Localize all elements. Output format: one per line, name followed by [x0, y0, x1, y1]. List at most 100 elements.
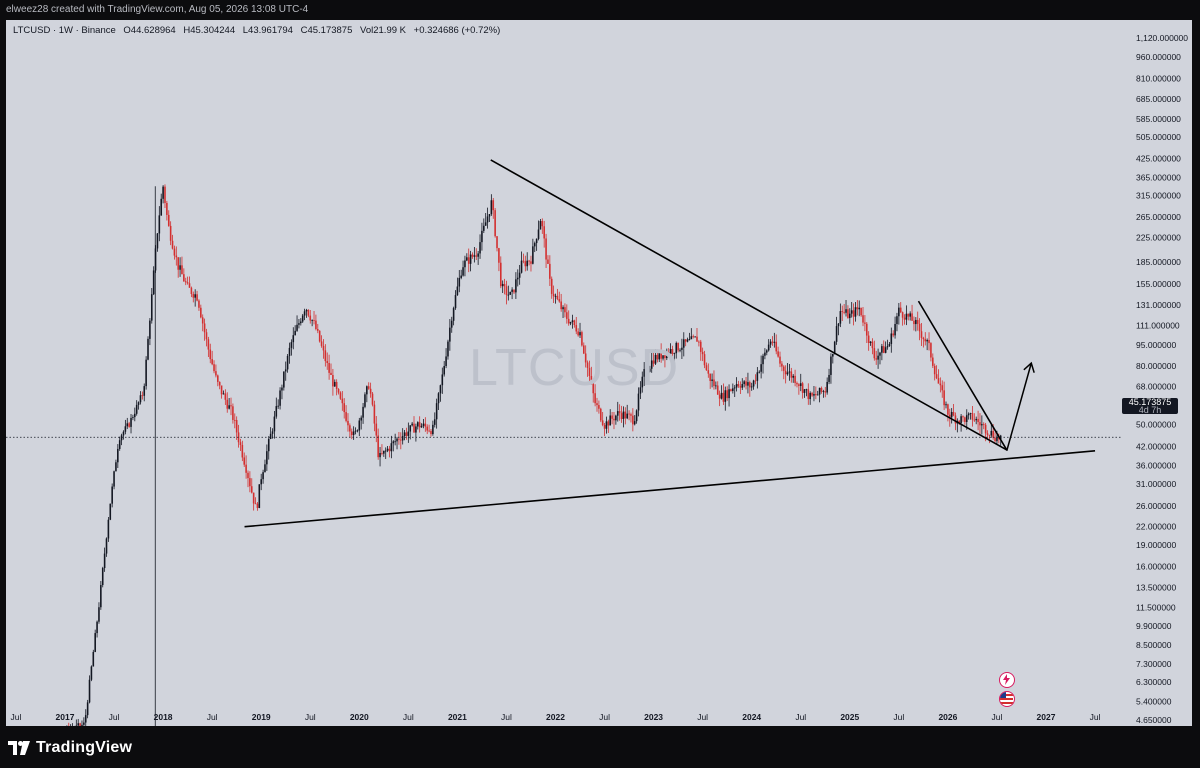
- candle-body: [869, 341, 872, 343]
- candle-body: [803, 389, 806, 393]
- candle-body: [535, 238, 538, 244]
- candle-body: [141, 395, 144, 397]
- candle-body: [599, 408, 602, 421]
- candle-body: [388, 448, 391, 452]
- candle-body: [377, 435, 379, 458]
- candle-body: [820, 387, 823, 392]
- chart-frame[interactable]: 4.650000 5.400000 6.300000 7.300000 8.500000…: [6, 20, 1192, 726]
- candle-body: [767, 344, 770, 351]
- candle-body: [922, 337, 925, 340]
- candle-body: [628, 413, 630, 415]
- candle-body: [752, 380, 755, 387]
- tradingview-brand[interactable]: TradingView: [8, 738, 132, 758]
- candle-body: [888, 343, 891, 347]
- candle-body: [650, 360, 653, 369]
- candle-body: [296, 324, 298, 331]
- candle-body: [632, 415, 634, 425]
- candle-body: [226, 399, 229, 409]
- candle-body: [641, 376, 644, 388]
- candle-body: [675, 342, 678, 354]
- candle-body: [852, 310, 855, 317]
- candle-body: [200, 307, 202, 318]
- candle-body: [813, 394, 815, 396]
- candle-body: [792, 375, 795, 378]
- candle-body: [850, 310, 853, 314]
- candle-body: [224, 393, 227, 400]
- candle-body: [394, 441, 396, 443]
- candle-body: [649, 368, 651, 372]
- candle-body: [981, 424, 983, 426]
- candle-body: [418, 422, 421, 428]
- candle-body: [882, 346, 885, 353]
- candle-body: [435, 403, 438, 420]
- candle-body: [241, 444, 244, 458]
- candle-body: [364, 394, 366, 407]
- y-tick-label: 26.000000: [1136, 501, 1176, 511]
- candle-body: [856, 307, 859, 310]
- candle-body: [352, 431, 355, 436]
- y-tick-label: 8.500000: [1136, 640, 1172, 650]
- candle-body: [117, 448, 119, 463]
- flash-badge-icon[interactable]: [999, 672, 1015, 688]
- candle-body: [799, 383, 802, 386]
- candle-body: [275, 406, 278, 417]
- candle-body: [816, 394, 819, 396]
- x-tick-label: 2017: [56, 712, 75, 722]
- candle-body: [899, 307, 902, 313]
- candle-body: [192, 294, 195, 298]
- price-chart[interactable]: 4.650000 5.400000 6.300000 7.300000 8.500000…: [6, 20, 1192, 726]
- candle-body: [545, 238, 547, 260]
- candle-body: [841, 311, 844, 312]
- candle-body: [609, 415, 612, 426]
- candle-body: [177, 257, 179, 270]
- candle-body: [103, 553, 106, 569]
- x-tick-label: 2019: [252, 712, 271, 722]
- candle-body: [218, 381, 221, 386]
- candle-body: [249, 478, 251, 487]
- candle-body: [696, 336, 698, 342]
- candle-body: [677, 342, 679, 351]
- candle-body: [709, 373, 711, 381]
- candle-body: [230, 405, 232, 407]
- tradingview-logo-icon: [8, 741, 30, 755]
- candle-body: [822, 391, 825, 393]
- legend-symbol[interactable]: LTCUSD · 1W · Binance: [13, 25, 116, 36]
- y-tick-label: 50.000000: [1136, 420, 1176, 430]
- x-tick-label: Jul: [1090, 712, 1101, 722]
- candle-body: [375, 423, 378, 436]
- candle-body: [247, 472, 249, 479]
- candle-body: [633, 421, 636, 425]
- candle-body: [950, 411, 953, 418]
- candle-body: [530, 261, 532, 264]
- candle-body: [616, 411, 619, 416]
- candle-body: [405, 432, 408, 436]
- candle-body: [411, 423, 413, 426]
- candle-body: [635, 410, 638, 422]
- candle-body: [430, 430, 432, 435]
- candle-body: [711, 379, 713, 381]
- candle-body: [441, 374, 444, 386]
- candle-body: [128, 423, 130, 427]
- candle-body: [466, 257, 468, 261]
- candle-body: [264, 464, 266, 473]
- candle-body: [196, 294, 198, 301]
- candle-body: [611, 415, 613, 419]
- candle-body: [318, 330, 321, 342]
- y-tick-label: 16.000000: [1136, 561, 1176, 571]
- candle-body: [681, 347, 683, 350]
- candle-body: [594, 393, 596, 404]
- candle-body: [522, 260, 525, 262]
- x-tick-label: Jul: [795, 712, 806, 722]
- candle-body: [733, 387, 736, 389]
- candle-body: [960, 416, 962, 424]
- candle-body: [892, 333, 894, 336]
- candle-body: [703, 354, 706, 366]
- candle-body: [150, 294, 153, 321]
- candle-body: [664, 355, 666, 359]
- candle-body: [462, 267, 464, 276]
- candle-body: [256, 503, 259, 508]
- y-tick-label: 6.300000: [1136, 677, 1172, 687]
- candle-body: [420, 425, 423, 428]
- us-flag-badge-icon[interactable]: [999, 691, 1015, 707]
- candle-body: [877, 355, 879, 360]
